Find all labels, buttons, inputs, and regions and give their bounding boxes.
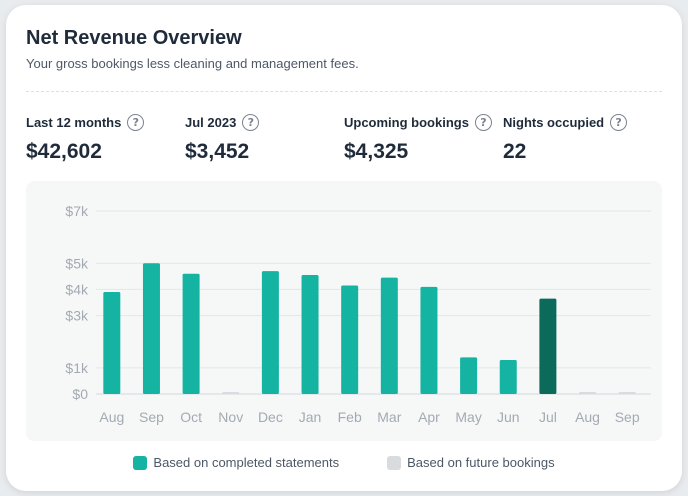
chart-bar [420,286,438,394]
chart-bar [142,263,160,394]
y-tick-label: $0 [72,386,88,402]
chart-bar [222,392,240,394]
revenue-chart: $0 $1k $3k $4k $5k $7k Aug Sep Oct Nov Dec Jan Feb Ma… [65,203,651,425]
chart-bar [579,392,597,394]
stat-value: 22 [503,140,527,163]
legend-label: Based on future bookings [407,455,555,470]
x-tick-label: May [455,409,481,425]
chart-bar [380,277,398,394]
question-icon[interactable]: ? [242,113,260,131]
question-icon[interactable]: ? [474,113,492,131]
stat-last-12-months: Last 12 months ? $42,602 [26,113,145,164]
y-tick-label: $4k [65,281,89,297]
stat-label: Jul 2023 [185,114,237,130]
legend-item-completed[interactable]: Based on completed statements [133,455,339,470]
chart-bar [460,357,478,394]
stat-value: $3,452 [185,140,250,163]
x-tick-label: Nov [218,409,243,425]
chart-bar [341,285,359,394]
chart-bar [261,271,279,394]
stat-label: Nights occupied [503,114,605,130]
chart-bar [182,273,200,394]
stat-label: Last 12 months [26,114,122,130]
stat-value: $4,325 [344,140,409,163]
x-tick-label: Sep [615,409,640,425]
y-tick-label: $5k [65,255,89,271]
page-title: Net Revenue Overview [26,27,242,49]
x-tick-label: Jul [539,409,557,425]
page-subtitle: Your gross bookings less cleaning and ma… [26,56,359,71]
x-tick-label: Jan [299,409,322,425]
question-icon[interactable]: ? [127,113,145,131]
x-tick-label: Apr [418,409,440,425]
y-tick-label: $7k [65,203,89,219]
x-tick-label: Mar [377,409,401,425]
chart-bar [499,360,517,394]
x-tick-label: Aug [99,409,124,425]
x-tick-label: Aug [575,409,600,425]
stat-month: Jul 2023 ? $3,452 [185,113,260,164]
y-tick-label: $1k [65,360,89,376]
stat-label: Upcoming bookings [344,114,469,130]
x-tick-label: Sep [139,409,164,425]
x-tick-label: Dec [258,409,283,425]
chart-bar [301,275,319,394]
chart-bar [618,392,636,394]
divider [26,91,662,92]
question-icon[interactable]: ? [610,113,628,131]
x-tick-label: Jun [497,409,520,425]
stat-value: $42,602 [26,140,102,163]
legend-label: Based on completed statements [153,455,340,470]
revenue-card: Net Revenue Overview Your gross bookings… [6,5,682,491]
chart-legend: Based on completed statements Based on f… [6,455,682,470]
legend-swatch-future [387,455,402,470]
y-tick-label: $3k [65,308,89,324]
legend-item-future[interactable]: Based on future bookings [387,455,555,470]
x-tick-label: Oct [180,409,202,425]
chart-bar [539,298,557,394]
stat-upcoming-bookings: Upcoming bookings ? $4,325 [344,113,492,164]
x-tick-label: Feb [338,409,362,425]
chart-bar [103,292,121,394]
stat-nights-occupied: Nights occupied ? 22 [503,113,628,164]
legend-swatch-completed [133,455,148,470]
revenue-chart-panel: $0 $1k $3k $4k $5k $7k Aug Sep Oct Nov Dec Jan Feb Ma… [26,181,662,441]
